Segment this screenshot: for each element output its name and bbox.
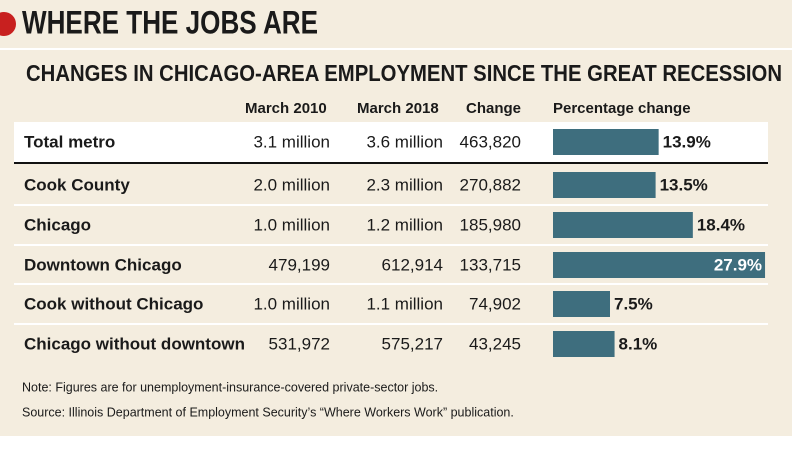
row-label: Total metro bbox=[24, 132, 115, 151]
table-cell: 3.1 million bbox=[253, 132, 330, 151]
value-label: 13.5% bbox=[660, 175, 708, 194]
table-cell: 3.6 million bbox=[366, 132, 443, 151]
column-header: Change bbox=[466, 100, 521, 117]
table-cell: 133,715 bbox=[460, 255, 521, 274]
column-header: Percentage change bbox=[553, 100, 691, 117]
table-cell: 2.0 million bbox=[253, 175, 330, 194]
value-label: 8.1% bbox=[619, 334, 658, 353]
table-cell: 2.3 million bbox=[366, 175, 443, 194]
value-label: 7.5% bbox=[614, 294, 653, 313]
subtitle: CHANGES IN CHICAGO-AREA EMPLOYMENT SINCE… bbox=[26, 60, 782, 86]
source: Source: Illinois Department of Employmen… bbox=[22, 405, 514, 419]
bar bbox=[553, 291, 610, 317]
table-cell: 612,914 bbox=[382, 255, 443, 274]
table-cell: 479,199 bbox=[269, 255, 330, 274]
table-cell: 185,980 bbox=[460, 215, 521, 234]
row-label: Cook County bbox=[24, 175, 130, 194]
title: WHERE THE JOBS ARE bbox=[22, 4, 318, 40]
column-header: March 2010 bbox=[245, 100, 327, 117]
table-cell: 1.1 million bbox=[366, 294, 443, 313]
note: Note: Figures are for unemployment-insur… bbox=[22, 380, 438, 394]
bar bbox=[553, 212, 693, 238]
row-label: Chicago without downtown bbox=[24, 334, 245, 353]
table-cell: 43,245 bbox=[469, 334, 521, 353]
bar bbox=[553, 252, 766, 278]
table-cell: 1.0 million bbox=[253, 294, 330, 313]
table-cell: 1.2 million bbox=[366, 215, 443, 234]
row-label: Chicago bbox=[24, 215, 91, 234]
table-cell: 575,217 bbox=[382, 334, 443, 353]
bar bbox=[553, 172, 656, 198]
table-cell: 74,902 bbox=[469, 294, 521, 313]
table-cell: 463,820 bbox=[460, 132, 521, 151]
table-cell: 1.0 million bbox=[253, 215, 330, 234]
title-dot bbox=[0, 12, 16, 36]
table-cell: 531,972 bbox=[269, 334, 330, 353]
value-label: 13.9% bbox=[663, 132, 711, 151]
column-header: March 2018 bbox=[357, 100, 439, 117]
value-label: 27.9% bbox=[714, 255, 762, 274]
row-label: Cook without Chicago bbox=[24, 294, 203, 313]
bar bbox=[553, 129, 659, 155]
table-cell: 270,882 bbox=[460, 175, 521, 194]
row-label: Downtown Chicago bbox=[24, 255, 182, 274]
value-label: 18.4% bbox=[697, 215, 745, 234]
bar bbox=[553, 331, 615, 357]
